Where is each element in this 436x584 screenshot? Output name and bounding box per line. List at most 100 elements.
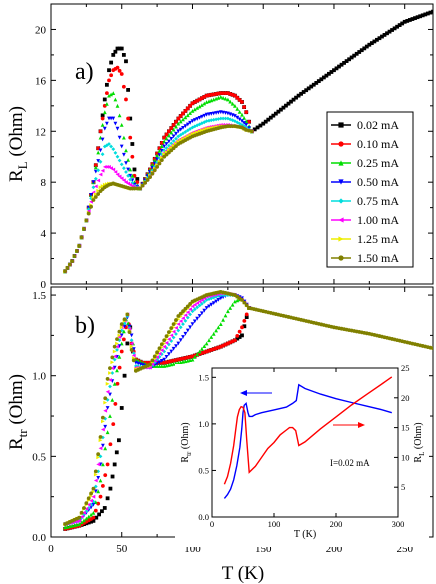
data-point (230, 302, 235, 307)
data-point (89, 519, 93, 524)
data-point (117, 113, 122, 118)
data-point (111, 147, 116, 151)
data-point (100, 137, 105, 142)
data-point (169, 326, 174, 331)
data-point (181, 111, 185, 116)
data-point (93, 508, 98, 513)
data-point (214, 111, 218, 115)
data-point (195, 305, 200, 310)
data-point (169, 130, 174, 135)
data-point (167, 337, 171, 342)
data-point (145, 178, 150, 182)
legend-label: 1.00 mA (357, 213, 399, 227)
data-point (185, 304, 190, 309)
data-point (152, 358, 157, 363)
data-point (164, 132, 169, 137)
data-point (115, 65, 120, 70)
data-point (86, 502, 91, 507)
data-point (250, 129, 254, 134)
data-point (235, 336, 240, 341)
data-point (105, 430, 110, 435)
data-point (82, 226, 86, 231)
y-tick-label: 20 (35, 24, 47, 36)
data-point (134, 364, 138, 368)
data-point (240, 333, 244, 338)
data-point (150, 171, 155, 176)
data-point (321, 75, 326, 80)
data-point (176, 134, 181, 139)
data-point (178, 325, 183, 330)
data-point (113, 170, 118, 174)
data-point (214, 117, 218, 122)
data-point (218, 296, 223, 301)
data-point (108, 371, 112, 375)
data-point (385, 31, 389, 36)
data-point (415, 15, 420, 20)
data-point (130, 173, 135, 178)
data-point (240, 298, 244, 302)
data-point (159, 144, 164, 148)
data-point (93, 469, 98, 474)
data-point (96, 452, 101, 457)
data-point (169, 126, 174, 130)
data-point (102, 165, 107, 169)
data-point (192, 319, 197, 324)
data-point (109, 60, 114, 65)
data-point (240, 100, 244, 104)
data-point (380, 34, 384, 39)
inset-yr-tick-label: 25 (401, 363, 410, 373)
data-point (105, 389, 110, 394)
data-point (96, 192, 101, 196)
data-point (115, 381, 120, 386)
data-point (117, 158, 122, 163)
data-point (102, 97, 107, 102)
data-point (159, 359, 164, 363)
data-point (98, 494, 103, 499)
data-point (89, 498, 93, 503)
data-point (202, 344, 207, 348)
data-point (164, 142, 169, 146)
data-point (75, 519, 79, 524)
data-point (159, 364, 164, 368)
data-point (157, 360, 162, 365)
data-point (124, 148, 128, 153)
data-point (395, 24, 400, 29)
data-point (129, 341, 134, 346)
data-point (192, 118, 197, 122)
y-tick-label: 0.0 (32, 532, 46, 544)
data-point (107, 93, 111, 98)
data-point (301, 90, 306, 94)
data-point (418, 14, 423, 19)
data-point (174, 124, 178, 129)
x-axis-label: T (K) (222, 563, 264, 584)
data-point (367, 42, 372, 47)
data-point (103, 408, 108, 413)
data-point (188, 111, 192, 115)
data-point (103, 446, 108, 451)
data-point (77, 243, 82, 248)
data-point (195, 301, 200, 305)
data-point (181, 117, 185, 122)
data-point (263, 119, 268, 124)
data-point (407, 18, 412, 22)
data-point (89, 204, 93, 209)
data-point (255, 125, 260, 130)
data-point (86, 506, 91, 510)
data-point (91, 518, 96, 523)
data-point (176, 129, 181, 134)
inset-y-right-label: RL (Ohm) (413, 422, 426, 462)
data-point (413, 16, 417, 21)
data-point (111, 167, 116, 172)
panel-label: b) (75, 313, 95, 339)
data-point (197, 314, 202, 318)
data-point (174, 332, 178, 336)
data-point (164, 334, 169, 339)
data-point (157, 148, 162, 153)
data-point (211, 301, 216, 305)
data-point (79, 510, 84, 515)
data-point (126, 88, 131, 92)
data-point (167, 129, 171, 134)
data-point (98, 185, 103, 190)
data-point (131, 347, 136, 351)
data-point (91, 510, 96, 515)
